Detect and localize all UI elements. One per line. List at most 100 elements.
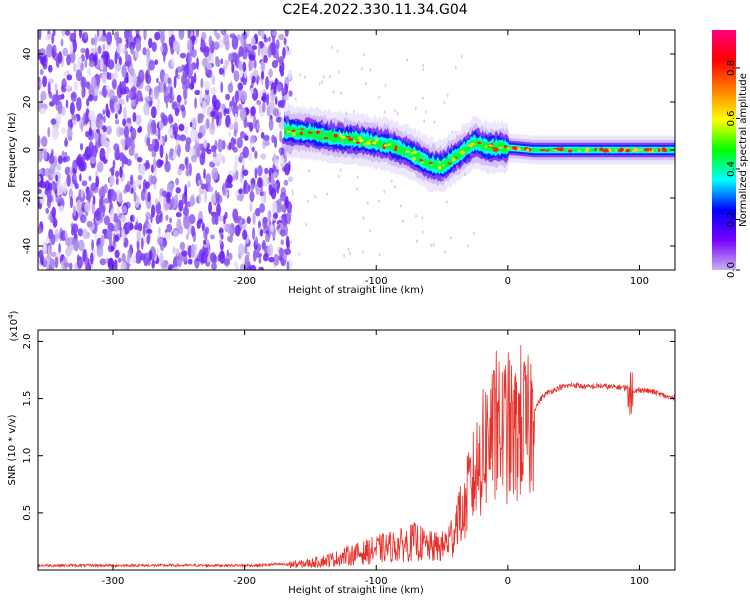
noise-blob bbox=[240, 90, 248, 103]
noise-blob bbox=[204, 189, 207, 203]
noise-blob bbox=[125, 71, 129, 83]
noise-blob bbox=[286, 261, 290, 270]
signal-hotspot bbox=[333, 134, 338, 138]
noise-blob bbox=[45, 34, 52, 41]
noise-blob bbox=[165, 95, 169, 110]
noise-blob bbox=[189, 196, 196, 207]
scatter-dot bbox=[314, 128, 317, 132]
signal-hotspot bbox=[317, 133, 322, 136]
noise-blob bbox=[113, 95, 118, 103]
scatter-dot bbox=[416, 239, 418, 243]
noise-blob bbox=[88, 94, 94, 102]
y-tick-label: 2.0 bbox=[22, 333, 33, 349]
noise-blob bbox=[203, 123, 207, 132]
noise-blob bbox=[61, 150, 65, 158]
noise-blob bbox=[265, 76, 270, 90]
colorbar-tick-label: 0.4 bbox=[726, 161, 737, 177]
scatter-dot bbox=[430, 243, 433, 248]
colorbar: 0.0 0.2 0.4 0.6 0.8 Normalized spectral ampl… bbox=[712, 30, 749, 278]
noise-blob bbox=[118, 192, 123, 205]
noise-blob bbox=[66, 127, 73, 141]
scatter-dot bbox=[473, 231, 476, 236]
scatter-dot bbox=[345, 112, 348, 116]
noise-blob bbox=[270, 223, 274, 233]
noise-blob bbox=[51, 126, 59, 141]
noise-blob bbox=[286, 212, 291, 223]
noise-blob bbox=[147, 191, 151, 203]
scatter-dot bbox=[447, 167, 449, 171]
noise-blob bbox=[73, 62, 77, 73]
scatter-dot bbox=[456, 165, 458, 169]
scatter-dot bbox=[383, 110, 386, 114]
noise-blob bbox=[145, 181, 150, 189]
noise-blob bbox=[255, 236, 258, 246]
noise-blob bbox=[275, 49, 279, 62]
noise-blob bbox=[250, 37, 256, 46]
signal-hotspot bbox=[322, 134, 326, 137]
noise-blob bbox=[99, 119, 103, 129]
noise-blob bbox=[121, 214, 126, 223]
noise-blob bbox=[109, 167, 115, 173]
noise-blob bbox=[61, 30, 66, 37]
noise-blob bbox=[38, 135, 41, 149]
scatter-dot bbox=[347, 247, 350, 251]
noise-blob bbox=[92, 195, 96, 205]
scatter-dot bbox=[365, 82, 367, 86]
x-tick-label: -300 bbox=[102, 276, 125, 287]
noise-blob bbox=[169, 148, 174, 158]
noise-blob bbox=[249, 121, 254, 132]
noise-blob bbox=[85, 47, 90, 60]
noise-blob bbox=[160, 31, 165, 44]
noise-blob bbox=[95, 175, 100, 188]
noise-blob bbox=[120, 260, 127, 270]
noise-blob bbox=[124, 136, 131, 149]
noise-blob bbox=[61, 127, 66, 135]
scatter-dot bbox=[467, 244, 469, 248]
noise-blob bbox=[106, 31, 113, 46]
noise-blob bbox=[188, 214, 196, 225]
signal-hotspot bbox=[644, 148, 647, 151]
scatter-dot bbox=[378, 253, 381, 257]
scatter-dot bbox=[446, 200, 448, 204]
noise-blob bbox=[200, 41, 207, 49]
noise-blob bbox=[135, 38, 142, 52]
noise-blob bbox=[91, 145, 98, 160]
noise-blob bbox=[198, 193, 201, 205]
noise-blob bbox=[228, 52, 234, 62]
noise-blob bbox=[84, 59, 88, 68]
noise-blob bbox=[195, 30, 200, 38]
noise-blob bbox=[187, 39, 193, 53]
noise-blob bbox=[170, 86, 173, 100]
noise-blob bbox=[242, 229, 248, 240]
noise-blob bbox=[284, 30, 289, 37]
noise-blob bbox=[121, 154, 125, 168]
noise-blob bbox=[112, 159, 116, 169]
noise-blob bbox=[66, 155, 70, 162]
noise-blob bbox=[136, 79, 140, 88]
noise-blob bbox=[180, 104, 185, 112]
signal-hotspot bbox=[383, 144, 387, 147]
scatter-dot bbox=[291, 192, 294, 196]
signal-hotspot bbox=[285, 132, 291, 137]
scatter-dot bbox=[291, 189, 294, 193]
noise-blob bbox=[156, 97, 161, 112]
noise-blob bbox=[160, 112, 165, 120]
noise-blob bbox=[248, 184, 251, 192]
noise-blob bbox=[249, 202, 253, 213]
noise-blob bbox=[267, 243, 274, 256]
noise-blob bbox=[73, 173, 77, 181]
noise-blob bbox=[199, 89, 203, 104]
noise-blob bbox=[179, 52, 187, 59]
noise-blob bbox=[116, 84, 123, 99]
noise-blob bbox=[266, 93, 270, 106]
noise-blob bbox=[63, 71, 69, 77]
noise-blob bbox=[280, 239, 284, 246]
snr-panel: -300 -200 -100 0 100 0.5 1.0 1.5 2.0 Height of s… bbox=[7, 310, 676, 596]
noise-blob bbox=[123, 125, 129, 139]
signal-hotspot bbox=[608, 148, 612, 152]
noise-blob bbox=[172, 126, 176, 135]
noise-blob bbox=[239, 107, 247, 121]
noise-blob bbox=[273, 154, 277, 164]
noise-blob bbox=[151, 41, 157, 52]
signal-hotspot bbox=[420, 161, 425, 164]
